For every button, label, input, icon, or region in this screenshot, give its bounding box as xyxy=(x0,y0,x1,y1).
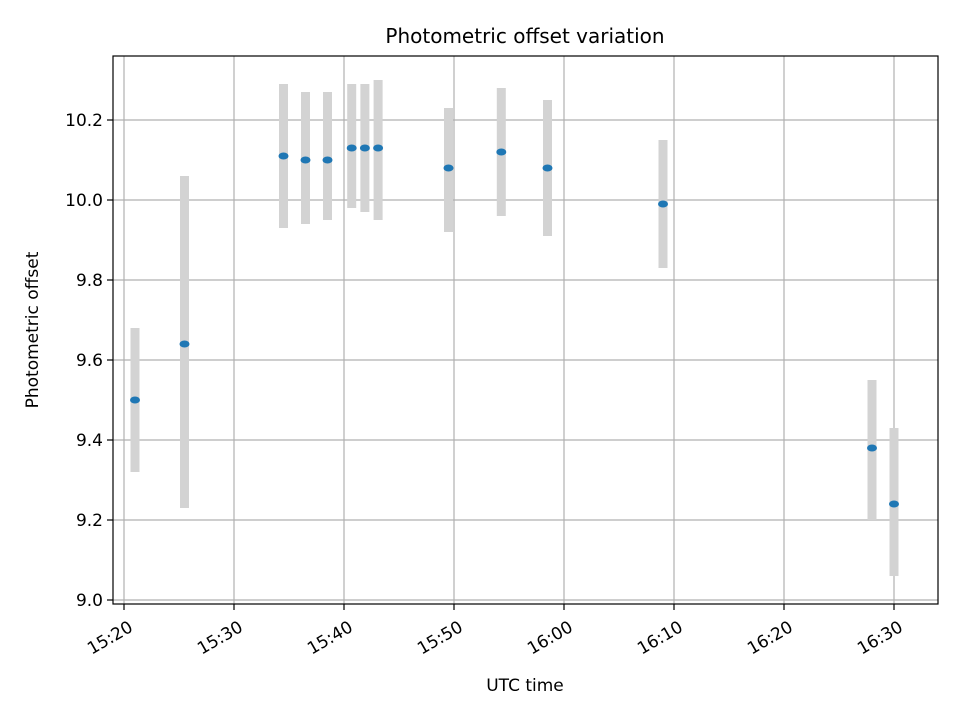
data-point xyxy=(373,144,384,152)
chart-title: Photometric offset variation xyxy=(385,24,664,48)
x-tick-label: 15:50 xyxy=(414,617,466,659)
data-point xyxy=(179,340,190,348)
data-point xyxy=(300,156,311,164)
data-point xyxy=(542,164,553,172)
x-tick-label: 15:40 xyxy=(304,617,356,659)
data-point xyxy=(867,444,877,452)
data-points xyxy=(130,144,899,508)
data-point xyxy=(658,200,668,208)
x-tick-label: 16:10 xyxy=(634,617,686,659)
data-point xyxy=(130,396,140,404)
y-axis-label: Photometric offset xyxy=(23,251,43,408)
y-tick-label: 9.6 xyxy=(76,351,103,371)
x-tick-label: 16:00 xyxy=(524,617,576,659)
y-tick-label: 10.0 xyxy=(65,191,103,211)
plot-area-frame xyxy=(112,55,939,605)
x-tick-label: 16:20 xyxy=(744,617,796,659)
data-point xyxy=(359,144,370,152)
x-axis-ticks: 15:20 15:30 15:40 15:50 16:00 16:10 16:20 16:30 xyxy=(84,604,907,659)
x-tick-label: 16:30 xyxy=(854,617,906,659)
data-point xyxy=(322,156,333,164)
x-axis-label: UTC time xyxy=(486,676,564,696)
data-point xyxy=(278,152,289,160)
data-point xyxy=(889,500,899,508)
y-tick-label: 9.0 xyxy=(76,591,103,611)
x-tick-label: 15:30 xyxy=(194,617,246,659)
grid-lines xyxy=(113,56,938,604)
error-bars xyxy=(130,80,899,576)
x-tick-label: 15:20 xyxy=(84,617,136,659)
data-point xyxy=(346,144,357,152)
y-tick-label: 10.2 xyxy=(65,111,103,131)
y-tick-label: 9.2 xyxy=(76,511,103,531)
y-tick-label: 9.4 xyxy=(76,431,103,451)
data-point xyxy=(496,148,507,156)
y-axis-ticks: 9.0 9.2 9.4 9.6 9.8 10.0 10.2 xyxy=(65,111,113,611)
y-tick-label: 9.8 xyxy=(76,271,103,291)
data-point xyxy=(443,164,454,172)
